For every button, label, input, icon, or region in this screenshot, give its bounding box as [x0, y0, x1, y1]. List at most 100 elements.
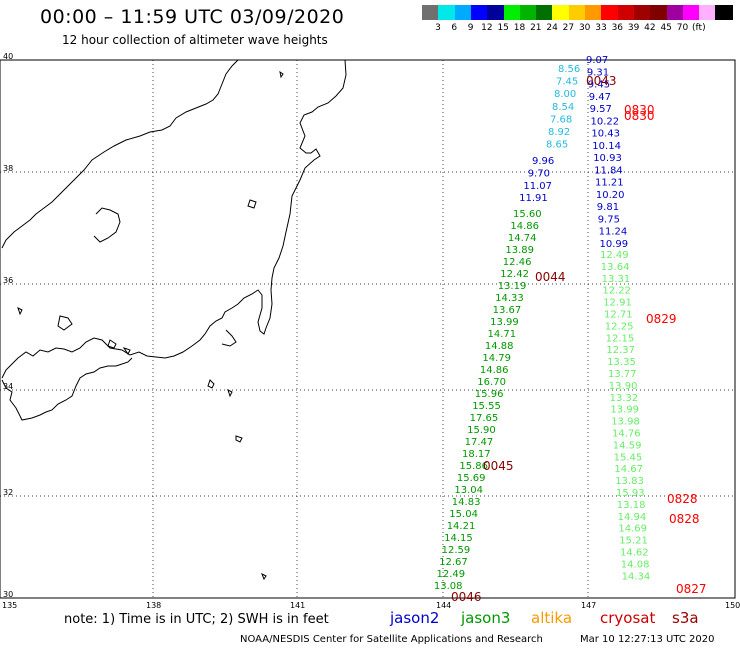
scale-swatch — [682, 5, 701, 20]
wave-height-value: 12.49 — [600, 250, 629, 261]
scale-label: 18 — [513, 23, 526, 33]
wave-height-value: 13.99 — [490, 317, 519, 328]
wave-height-value: 15.55 — [472, 401, 501, 412]
scale-label: 30 — [578, 23, 591, 33]
legend-jason3: jason3 — [461, 609, 511, 627]
scale-swatch — [699, 5, 718, 20]
wave-height-value: 14.86 — [480, 365, 509, 376]
latitude-labels: 40 38 36 34 32 30 — [3, 52, 13, 599]
scale-label: 24 — [546, 23, 558, 33]
wave-height-value: 15.45 — [614, 452, 643, 463]
wave-height-value: 18.17 — [462, 449, 491, 460]
footer-credit: NOAA/NESDIS Center for Satellite Applica… — [240, 634, 543, 645]
scale-label: 70 — [676, 23, 689, 33]
wave-height-value: 13.19 — [498, 281, 527, 292]
wave-height-value: 13.64 — [601, 262, 630, 273]
wave-height-value: 14.62 — [620, 548, 649, 559]
map-title: 00:00 – 11:59 UTC 03/09/2020 — [40, 6, 345, 28]
wave-height-value: 12.49 — [437, 569, 466, 580]
coastline — [1, 59, 347, 581]
scale-swatch — [519, 5, 538, 20]
scale-label: 39 — [627, 23, 640, 33]
wave-height-value: 8.54 — [552, 102, 574, 113]
scale-label: 45 — [660, 23, 672, 33]
wave-height-value: 14.76 — [612, 429, 641, 440]
lat-label: 36 — [3, 276, 13, 285]
wave-height-value: 13.77 — [608, 369, 637, 380]
legend-altika: altika — [531, 609, 573, 627]
graticule — [0, 60, 735, 598]
wave-height-value: 10.93 — [593, 153, 622, 164]
wave-height-value: 14.83 — [452, 497, 481, 508]
pass-time-label: 0827 — [676, 582, 707, 596]
pass-time-label: 0829 — [646, 312, 677, 326]
wave-height-values: 8.56 7.458.00 8.547.68 8.92 8.65 9.969.70 11.0… — [434, 55, 650, 592]
lon-label: 135 — [2, 601, 17, 610]
scale-swatch — [601, 5, 620, 20]
longitude-labels: 135 138 141 144 147 150 — [2, 601, 740, 610]
scale-swatch — [454, 5, 473, 20]
lon-label: 141 — [290, 601, 305, 610]
wave-height-value: 13.90 — [609, 381, 638, 392]
wave-height-value: 11.07 — [523, 181, 552, 192]
wave-height-value: 14.74 — [508, 233, 537, 244]
wave-height-value: 14.34 — [622, 571, 651, 582]
scale-label: 21 — [530, 23, 542, 33]
scale-unit: (ft) — [692, 23, 706, 33]
wave-height-value: 9.31 — [587, 67, 609, 78]
wave-height-value: 15.93 — [616, 488, 645, 499]
wave-height-value: 13.35 — [607, 357, 636, 368]
pass-time-label: 0828 — [667, 492, 698, 506]
wave-height-value: 14.67 — [614, 464, 643, 475]
wave-height-value: 14.88 — [485, 341, 514, 352]
pass-time-label: 0830 — [624, 103, 655, 117]
scale-label: 12 — [481, 23, 493, 33]
wave-height-value: 14.79 — [482, 353, 511, 364]
wave-height-value: 10.20 — [596, 190, 625, 201]
lat-label: 40 — [3, 52, 13, 61]
wave-height-value: 13.08 — [434, 581, 463, 592]
pass-time-label: 0830 — [624, 109, 655, 123]
wave-height-value: 9.70 — [528, 168, 550, 179]
scale-swatch — [438, 5, 457, 20]
wave-height-value: 12.37 — [606, 345, 635, 356]
wave-height-value: 12.42 — [500, 269, 529, 280]
map-frame — [0, 59, 736, 599]
wave-height-value: 13.04 — [454, 485, 483, 496]
wave-height-value: 10.14 — [592, 141, 621, 152]
scale-swatch — [666, 5, 685, 20]
scale-swatch — [568, 5, 587, 20]
wave-height-value: 13.67 — [493, 305, 522, 316]
scale-swatch — [650, 5, 669, 20]
scale-label: 15 — [497, 23, 509, 33]
pass-time-label: 0043 — [586, 74, 617, 88]
wave-height-value: 17.47 — [465, 437, 494, 448]
pass-time-label: 0045 — [483, 459, 514, 473]
wave-height-value: 9.96 — [532, 156, 554, 167]
scale-label: 42 — [644, 23, 656, 33]
footer-note: note: 1) Time is in UTC; 2) SWH is in fe… — [64, 612, 329, 627]
scale-label: 33 — [595, 23, 607, 33]
scale-swatch — [503, 5, 522, 20]
scale-swatch — [715, 5, 734, 20]
wave-height-value: 14.86 — [510, 221, 539, 232]
legend-cryosat: cryosat — [600, 609, 656, 627]
lon-label: 147 — [581, 601, 596, 610]
wave-height-value: 15.04 — [449, 509, 478, 520]
scale-label: 9 — [467, 23, 474, 33]
wave-height-value: 7.68 — [550, 114, 572, 125]
wave-height-value: 14.59 — [613, 440, 642, 451]
footer-timestamp: Mar 10 12:27:13 UTC 2020 — [580, 634, 715, 645]
wave-height-value: 14.33 — [495, 293, 524, 304]
scale-label: 3 — [435, 23, 441, 33]
lat-label: 32 — [3, 488, 13, 497]
wave-height-value: 14.71 — [488, 329, 517, 340]
wave-height-value: 13.18 — [617, 500, 646, 511]
wave-height-value: 15.69 — [457, 473, 486, 484]
wave-height-value: 9.45 — [588, 80, 610, 91]
wave-height-value: 8.56 — [558, 64, 580, 75]
wave-height-value: 8.00 — [554, 89, 576, 100]
wave-height-value: 15.21 — [619, 536, 648, 547]
map-subtitle: 12 hour collection of altimeter wave hei… — [62, 33, 328, 47]
